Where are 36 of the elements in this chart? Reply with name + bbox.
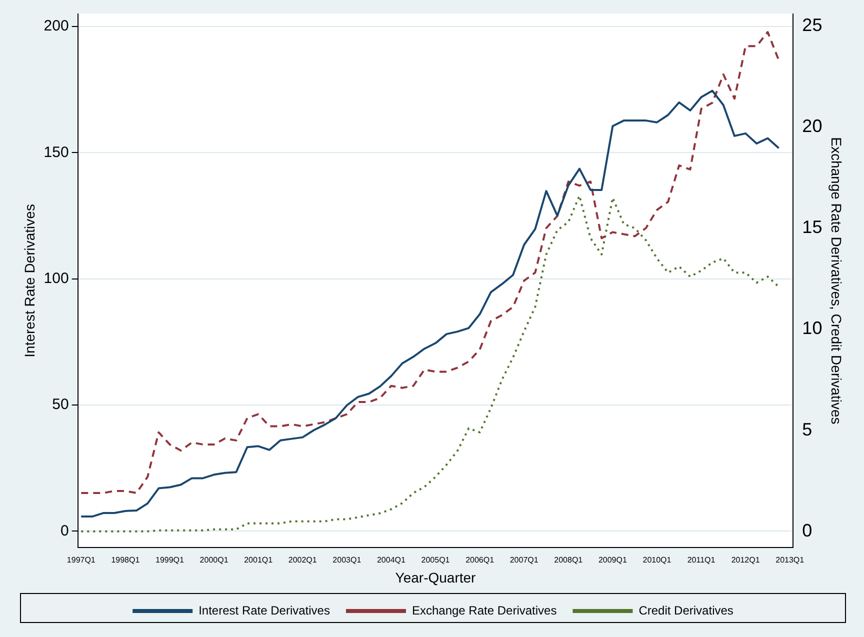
- x-tick-label: 2002Q1: [288, 556, 318, 565]
- y2-tick-label: 5: [802, 419, 812, 440]
- y-tick-label: 0: [60, 522, 69, 540]
- y-tick-label: 50: [52, 396, 69, 414]
- legend-label: Interest Rate Derivatives: [198, 603, 330, 618]
- y-tick-label: 100: [44, 270, 69, 287]
- y-tick-label: 200: [44, 18, 69, 35]
- y2-tick-label: 10: [802, 318, 822, 338]
- line-series: [80, 194, 780, 532]
- x-axis-title: Year-Quarter: [395, 569, 476, 586]
- y2-tick-label: 20: [802, 116, 822, 136]
- legend-label: Exchange Rate Derivatives: [412, 603, 557, 618]
- x-tick-label: 2009Q1: [598, 556, 628, 565]
- x-tick-label: 2008Q1: [554, 556, 584, 565]
- x-tick-label: 2006Q1: [466, 556, 495, 565]
- x-tick-label: 2013Q1: [776, 556, 805, 565]
- x-tick-label: 2005Q1: [421, 556, 450, 565]
- x-tick-label: 1999Q1: [156, 556, 185, 565]
- x-tick-label: 2004Q1: [376, 556, 406, 565]
- y-axis-title: Interest Rate Derivatives: [21, 204, 38, 358]
- x-tick-label: 2010Q1: [642, 556, 672, 565]
- x-tick-label: 2007Q1: [510, 556, 539, 565]
- x-tick-label: 2011Q1: [687, 556, 716, 565]
- y2-tick-label: 15: [802, 217, 822, 238]
- x-tick-label: 1998Q1: [111, 556, 140, 565]
- y2-tick-label: 25: [802, 14, 822, 35]
- x-tick-label: 2012Q1: [731, 556, 760, 565]
- y-tick-label: 150: [44, 144, 69, 161]
- y2-axis-title: Exchange Rate Derivatives, Credit Derivatives: [828, 137, 845, 424]
- x-tick-label: 2003Q1: [332, 556, 362, 565]
- line-series: [80, 31, 780, 494]
- legend-label: Credit Derivatives: [638, 603, 734, 618]
- x-tick-label: 2000Q1: [200, 556, 229, 565]
- x-tick-label: 2001Q1: [244, 556, 274, 565]
- x-tick-label: 1997Q1: [66, 556, 96, 565]
- y2-tick-label: 0: [802, 520, 812, 540]
